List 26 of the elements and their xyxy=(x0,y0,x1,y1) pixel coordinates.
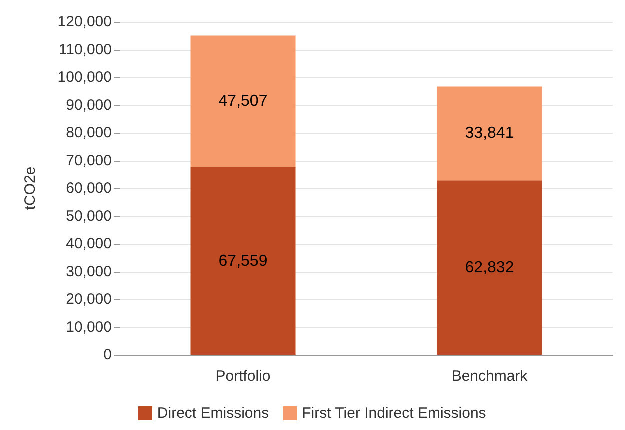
y-tick-label: 70,000 xyxy=(66,152,112,170)
y-tick-label: 120,000 xyxy=(58,14,112,30)
legend-label: Direct Emissions xyxy=(157,405,270,422)
y-tick-label: 60,000 xyxy=(66,180,112,197)
y-tick-label: 50,000 xyxy=(66,208,112,225)
y-tick-label: 0 xyxy=(104,346,112,364)
x-tick-label: Portfolio xyxy=(216,368,271,385)
data-label: 67,559 xyxy=(218,252,268,270)
data-label: 62,832 xyxy=(465,259,514,276)
y-axis-title: tCO2e xyxy=(22,166,39,210)
bar xyxy=(190,168,296,355)
y-tick-label: 40,000 xyxy=(66,236,112,252)
y-tick-label: 100,000 xyxy=(58,69,112,86)
y-tick-label: 30,000 xyxy=(66,263,112,280)
bar xyxy=(437,180,542,355)
data-label: 33,841 xyxy=(465,125,514,142)
legend-label: First Tier Indirect Emissions xyxy=(302,405,486,422)
y-tick-label: 90,000 xyxy=(66,96,112,114)
x-tick-label: Benchmark xyxy=(452,368,528,385)
y-tick-label: 20,000 xyxy=(66,291,112,308)
bar xyxy=(190,36,296,168)
y-tick-label: 10,000 xyxy=(66,318,112,336)
y-tick-label: 110,000 xyxy=(58,41,112,58)
bar xyxy=(437,86,542,181)
y-tick-label: 80,000 xyxy=(66,124,112,142)
data-label: 47,507 xyxy=(218,93,268,110)
